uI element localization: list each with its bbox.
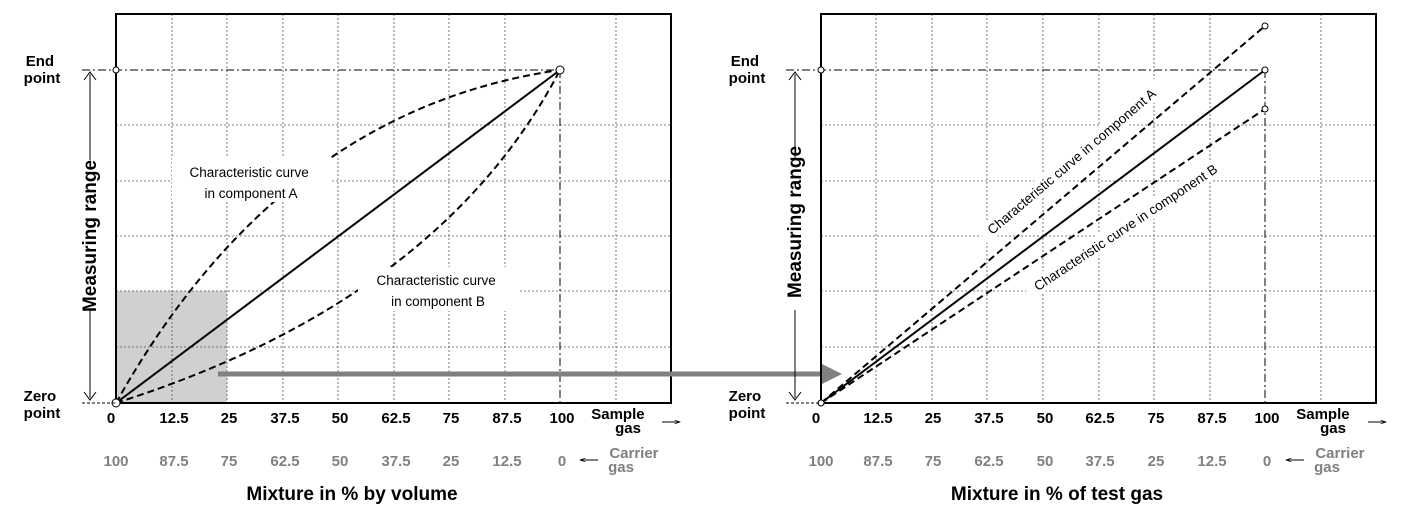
left-sample-tick: 62.5 <box>381 410 410 427</box>
right-panel: End point Zero point Measuring range Cha… <box>729 13 1386 505</box>
svg-text:Characteristic curve i: Characteristic curve in component A <box>189 165 312 201</box>
left-sample-tick: 37.5 <box>270 410 299 427</box>
left-sample-tick: 0 <box>107 410 115 427</box>
svg-text:Characteristic curve i: Characteristic curve in component B <box>376 273 499 309</box>
left-measuring-range-label: Measuring range <box>80 160 101 312</box>
right-carrier-tick: 62.5 <box>974 453 1003 470</box>
left-curve-b-label: Characteristic curve in component B <box>358 267 518 311</box>
left-plot-frame <box>115 13 672 404</box>
right-end-point-label: End point <box>729 53 766 87</box>
left-carrier-tick: 0 <box>558 453 566 470</box>
right-sample-tick: 100 <box>1254 410 1279 427</box>
left-zero-point-label: Zero point <box>24 388 61 422</box>
left-sample-tick: 25 <box>221 410 238 427</box>
right-carrier-tick: 50 <box>1037 453 1054 470</box>
left-carrier-tick: 12.5 <box>492 453 521 470</box>
left-xlabel: Mixture in % by volume <box>246 484 457 505</box>
right-sample-tick: 0 <box>812 410 820 427</box>
right-sample-tick: 62.5 <box>1085 410 1114 427</box>
left-sample-tick: 100 <box>549 410 574 427</box>
left-end-point-label: End point <box>24 53 61 87</box>
right-grid <box>821 14 1376 403</box>
left-sample-tick: 50 <box>332 410 349 427</box>
right-xlabel: Mixture in % of test gas <box>951 484 1163 505</box>
right-sample-tick: 37.5 <box>974 410 1003 427</box>
right-sample-gas-label: Sample gas <box>1296 406 1354 437</box>
right-carrier-tick: 100 <box>808 453 833 470</box>
left-linear-line <box>115 69 561 404</box>
right-carrier-gas-label: Carrier gas <box>1314 445 1369 476</box>
right-carrier-tick: 87.5 <box>863 453 892 470</box>
left-grid <box>116 14 671 403</box>
right-sample-tick: 50 <box>1037 410 1054 427</box>
left-curve-a-label: Characteristic curve in component A <box>172 158 332 202</box>
right-curve-b <box>820 108 1266 404</box>
right-carrier-tick: 12.5 <box>1197 453 1226 470</box>
right-measuring-range-label: Measuring range <box>785 146 806 298</box>
right-sample-tick: 75 <box>1148 410 1165 427</box>
left-carrier-gas-label: Carrier gas <box>608 445 663 476</box>
right-plot-frame <box>820 13 1377 404</box>
right-linear-line <box>820 69 1266 404</box>
left-sample-tick: 12.5 <box>159 410 188 427</box>
left-sample-tick: 75 <box>443 410 460 427</box>
right-sample-tick: 25 <box>925 410 942 427</box>
left-panel: End point Zero point Measuring range Cha… <box>24 13 680 505</box>
right-sample-tick: 12.5 <box>863 410 892 427</box>
right-carrier-tick: 0 <box>1263 453 1271 470</box>
left-sample-gas-label: Sample gas <box>591 406 649 437</box>
right-zero-point-label: Zero point <box>729 388 766 422</box>
right-curve-a <box>820 25 1266 404</box>
left-carrier-tick: 87.5 <box>159 453 188 470</box>
left-carrier-tick: 62.5 <box>270 453 299 470</box>
left-carrier-tick: 100 <box>103 453 128 470</box>
left-curve-b <box>115 69 561 404</box>
left-sample-tick: 87.5 <box>492 410 521 427</box>
left-carrier-tick: 50 <box>332 453 349 470</box>
right-carrier-tick: 25 <box>1148 453 1165 470</box>
right-carrier-tick: 75 <box>925 453 942 470</box>
right-carrier-tick: 37.5 <box>1085 453 1114 470</box>
left-carrier-tick: 37.5 <box>381 453 410 470</box>
left-carrier-tick: 75 <box>221 453 238 470</box>
left-carrier-tick: 25 <box>443 453 460 470</box>
right-sample-tick: 87.5 <box>1197 410 1226 427</box>
